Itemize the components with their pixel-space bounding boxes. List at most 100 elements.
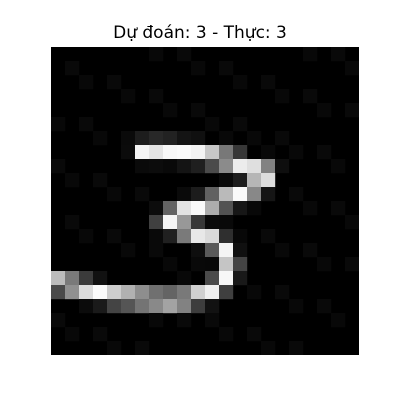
digit-pixel bbox=[317, 103, 332, 118]
digit-pixel bbox=[205, 257, 220, 272]
digit-pixel bbox=[65, 61, 80, 76]
digit-pixel bbox=[51, 117, 66, 132]
digit-pixel bbox=[191, 243, 206, 258]
digit-pixel bbox=[163, 257, 178, 272]
digit-pixel bbox=[303, 201, 318, 216]
digit-pixel bbox=[247, 131, 262, 146]
digit-pixel bbox=[107, 285, 122, 300]
digit-pixel bbox=[93, 327, 108, 342]
digit-pixel bbox=[177, 229, 192, 244]
digit-pixel bbox=[135, 159, 150, 174]
digit-pixel bbox=[135, 131, 150, 146]
digit-pixel bbox=[51, 285, 66, 300]
digit-pixel bbox=[163, 215, 178, 230]
digit-pixel bbox=[163, 299, 178, 314]
digit-pixel bbox=[177, 271, 192, 286]
digit-pixel bbox=[107, 229, 122, 244]
digit-pixel bbox=[247, 285, 262, 300]
digit-pixel bbox=[205, 285, 220, 300]
digit-pixel bbox=[177, 159, 192, 174]
digit-pixel bbox=[191, 61, 206, 76]
digit-pixel bbox=[289, 145, 304, 160]
digit-pixel bbox=[303, 47, 318, 62]
figure-title: Dự đoán: 3 - Thực: 3 bbox=[113, 23, 287, 43]
digit-pixel bbox=[219, 229, 234, 244]
digit-pixel bbox=[247, 187, 262, 202]
digit-pixel bbox=[317, 145, 332, 160]
digit-pixel bbox=[93, 271, 108, 286]
digit-pixel bbox=[177, 187, 192, 202]
digit-pixel bbox=[233, 271, 248, 286]
digit-pixel bbox=[149, 243, 164, 258]
digit-pixel bbox=[275, 159, 290, 174]
digit-pixel bbox=[191, 257, 206, 272]
digit-pixel bbox=[345, 103, 359, 118]
digit-pixel bbox=[233, 243, 248, 258]
digit-pixel bbox=[219, 145, 234, 160]
digit-pixel bbox=[233, 173, 248, 188]
digit-pixel bbox=[135, 145, 150, 160]
digit-pixel bbox=[93, 299, 108, 314]
digit-pixel bbox=[317, 299, 332, 314]
digit-pixel bbox=[135, 285, 150, 300]
digit-pixel bbox=[149, 145, 164, 160]
digit-pixel bbox=[233, 201, 248, 216]
digit-pixel bbox=[261, 159, 276, 174]
digit-pixel bbox=[205, 117, 220, 132]
digit-pixel bbox=[233, 257, 248, 272]
digit-pixel bbox=[149, 89, 164, 104]
digit-pixel bbox=[219, 201, 234, 216]
digit-pixel bbox=[261, 145, 276, 160]
digit-pixel bbox=[121, 285, 136, 300]
digit-pixel bbox=[149, 47, 164, 62]
digit-pixel bbox=[149, 131, 164, 146]
digit-pixel bbox=[177, 145, 192, 160]
digit-pixel bbox=[261, 229, 276, 244]
digit-pixel bbox=[51, 271, 66, 286]
digit-pixel bbox=[107, 75, 122, 90]
digit-pixel bbox=[191, 159, 206, 174]
digit-pixel bbox=[331, 313, 346, 328]
digit-pixel bbox=[65, 173, 80, 188]
digit-pixel bbox=[93, 285, 108, 300]
digit-pixel bbox=[177, 299, 192, 314]
digit-pixel bbox=[233, 145, 248, 160]
digit-pixel bbox=[205, 243, 220, 258]
digit-pixel bbox=[191, 215, 206, 230]
digit-pixel bbox=[205, 187, 220, 202]
digit-pixel bbox=[205, 229, 220, 244]
digit-pixel bbox=[205, 215, 220, 230]
digit-pixel bbox=[107, 187, 122, 202]
digit-pixel bbox=[289, 341, 304, 355]
digit-pixel bbox=[149, 229, 164, 244]
digit-pixel bbox=[345, 61, 359, 76]
digit-pixel bbox=[177, 201, 192, 216]
digit-pixel bbox=[65, 285, 80, 300]
digit-pixel bbox=[219, 257, 234, 272]
digit-pixel bbox=[135, 299, 150, 314]
digit-pixel bbox=[205, 299, 220, 314]
digit-pixel bbox=[121, 243, 136, 258]
digit-pixel-grid bbox=[51, 47, 359, 355]
digit-pixel bbox=[121, 145, 136, 160]
digit-pixel bbox=[191, 145, 206, 160]
digit-pixel bbox=[191, 103, 206, 118]
digit-pixel bbox=[191, 285, 206, 300]
digit-pixel bbox=[163, 145, 178, 160]
digit-pixel bbox=[65, 271, 80, 286]
digit-pixel bbox=[303, 89, 318, 104]
digit-pixel bbox=[163, 285, 178, 300]
digit-pixel bbox=[261, 341, 276, 355]
digit-pixel bbox=[65, 215, 80, 230]
digit-pixel bbox=[219, 271, 234, 286]
digit-pixel bbox=[345, 257, 359, 272]
digit-pixel bbox=[261, 187, 276, 202]
digit-pixel bbox=[233, 229, 248, 244]
digit-pixel bbox=[121, 131, 136, 146]
digit-pixel bbox=[177, 47, 192, 62]
digit-pixel bbox=[289, 187, 304, 202]
digit-pixel bbox=[219, 173, 234, 188]
digit-pixel bbox=[65, 327, 80, 342]
digit-pixel bbox=[219, 215, 234, 230]
